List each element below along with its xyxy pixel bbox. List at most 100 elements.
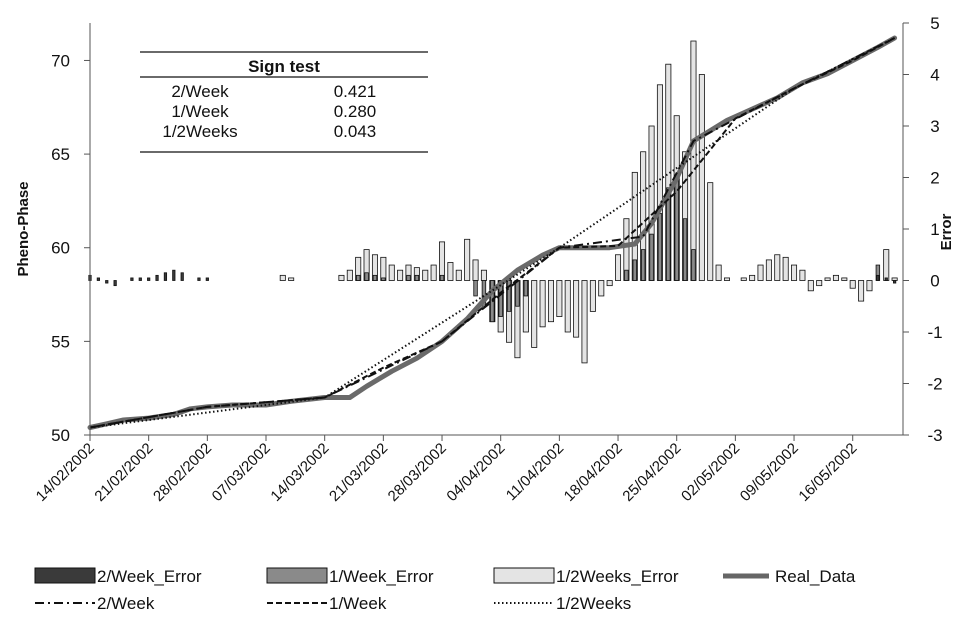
right-axis-title: Error xyxy=(938,214,955,251)
legend-2-week-error-label: 2/Week_Error xyxy=(97,567,202,586)
sign-test-value: 0.421 xyxy=(334,82,377,101)
error-bar-1-2weeks-error xyxy=(531,280,538,348)
right-tick-label: 1 xyxy=(930,220,939,239)
error-bar-2-week-error xyxy=(147,277,151,281)
error-bar-1-2weeks-error xyxy=(589,280,596,312)
lines-layer xyxy=(87,35,898,430)
error-bar-2-week-error xyxy=(180,272,184,281)
error-bar-1-2weeks-error xyxy=(765,259,772,281)
left-tick-label: 70 xyxy=(51,51,70,70)
error-bar-1-week-error xyxy=(439,274,445,281)
error-bar-1-2weeks-error xyxy=(279,274,286,281)
error-bar-1-2weeks-error xyxy=(338,274,345,281)
error-bar-1-week-error xyxy=(666,187,671,281)
error-bar-1-2weeks-error xyxy=(841,277,848,281)
error-bar-1-2weeks-error xyxy=(816,280,823,287)
error-bar-1-week-error xyxy=(481,280,487,307)
sign-test-value: 0.043 xyxy=(334,122,377,141)
x-tick-label: 16/05/2002 xyxy=(795,440,860,505)
right-tick-label: 0 xyxy=(930,272,939,291)
sign-test-title: Sign test xyxy=(248,57,320,76)
right-tick-label: 5 xyxy=(930,14,939,33)
error-bar-1-2weeks-error xyxy=(430,264,437,281)
error-bar-1-week-error xyxy=(515,280,520,307)
sign-test-label: 2/Week xyxy=(171,82,229,101)
legend-real-data-label: Real_Data xyxy=(775,567,856,586)
error-bar-1-week-error xyxy=(406,274,411,281)
x-tick-label: 28/02/2002 xyxy=(150,440,215,505)
legend: 2/Week_Error 1/Week_Error 1/2Weeks_Error Re… xyxy=(34,567,856,613)
sign-test-value: 0.280 xyxy=(334,102,377,121)
error-bar-2-week-error xyxy=(884,277,888,281)
error-bar-1-2weeks-error xyxy=(380,256,387,281)
left-tick-label: 65 xyxy=(51,145,70,164)
error-bar-1-2weeks-error xyxy=(422,269,429,281)
error-bars-layer xyxy=(88,40,898,364)
right-tick-label: -2 xyxy=(927,375,942,394)
error-bar-2-week-error xyxy=(893,280,897,284)
error-bar-1-week-error xyxy=(691,249,696,281)
error-bar-1-week-error xyxy=(657,213,663,281)
error-bar-1-2weeks-error xyxy=(472,259,479,281)
error-bar-1-week-error xyxy=(632,259,637,281)
x-tick-label: 14/02/2002 xyxy=(33,440,98,505)
legend-1-week-error-label: 1/Week_Error xyxy=(329,567,434,586)
x-tick-label: 11/04/2002 xyxy=(503,440,567,504)
error-bar-1-week-error xyxy=(506,280,512,312)
right-tick-label: -3 xyxy=(927,426,942,445)
error-bar-1-week-error xyxy=(498,280,503,317)
sign-test-label: 1/Week xyxy=(171,102,229,121)
legend-2-week-error-swatch xyxy=(34,567,96,584)
error-bar-1-2weeks-error xyxy=(782,256,789,281)
x-tick-label: 21/02/2002 xyxy=(91,440,156,505)
error-bar-1-2weeks-error xyxy=(447,262,454,281)
legend-1-2weeks-error-swatch xyxy=(493,567,555,584)
error-bar-1-2weeks-error xyxy=(564,280,571,333)
error-bar-1-2weeks-error xyxy=(573,280,580,338)
error-bar-1-2weeks-error xyxy=(832,274,839,281)
legend-1-2weeks-label: 1/2Weeks xyxy=(556,594,631,613)
error-bar-1-week-error xyxy=(523,280,529,297)
x-tick-label: 02/05/2002 xyxy=(678,440,743,505)
error-bar-1-2weeks-error xyxy=(799,269,806,281)
error-bar-1-2weeks-error xyxy=(556,280,563,317)
error-bar-1-week-error xyxy=(624,269,629,281)
error-bar-1-2weeks-error xyxy=(807,280,814,292)
error-bar-1-week-error xyxy=(649,233,654,281)
error-bar-2-week-error xyxy=(172,269,176,281)
error-bar-1-2weeks-error xyxy=(288,277,295,281)
x-tick-label: 04/04/2002 xyxy=(443,440,508,505)
error-bar-1-week-error xyxy=(473,280,478,297)
error-bar-1-week-error xyxy=(364,272,369,281)
error-bar-1-2weeks-error xyxy=(539,280,546,328)
legend-1-week-label: 1/Week xyxy=(329,594,387,613)
error-bar-1-2weeks-error xyxy=(598,280,605,297)
error-bar-1-week-error xyxy=(381,277,386,281)
error-bar-1-2weeks-error xyxy=(824,277,831,281)
error-bar-1-2weeks-error xyxy=(615,254,622,281)
x-tick-label: 09/05/2002 xyxy=(737,440,802,505)
error-bar-2-week-error xyxy=(130,277,134,281)
right-tick-label: 3 xyxy=(930,117,939,136)
error-bar-2-week-error xyxy=(205,277,209,281)
error-bar-1-2weeks-error xyxy=(757,264,764,281)
error-bar-2-week-error xyxy=(163,272,168,281)
error-bar-1-2weeks-error xyxy=(581,280,588,364)
error-bar-1-2weeks-error xyxy=(388,264,395,281)
error-bar-1-2weeks-error xyxy=(715,264,722,281)
line-1-2weeks xyxy=(89,37,896,429)
error-bar-1-2weeks-error xyxy=(455,269,462,281)
left-tick-label: 60 xyxy=(51,239,70,258)
error-bar-1-2weeks-error xyxy=(749,274,756,281)
error-bar-2-week-error xyxy=(138,277,142,281)
legend-2-week-label: 2/Week xyxy=(97,594,155,613)
error-bar-1-week-error xyxy=(372,274,378,281)
error-bar-2-week-error xyxy=(197,277,201,281)
error-bar-1-2weeks-error xyxy=(791,264,798,281)
legend-1-week-error-swatch xyxy=(266,567,328,584)
left-axis-title: Pheno-Phase xyxy=(15,181,32,276)
left-tick-label: 55 xyxy=(51,332,70,351)
error-bar-1-2weeks-error xyxy=(883,249,890,281)
